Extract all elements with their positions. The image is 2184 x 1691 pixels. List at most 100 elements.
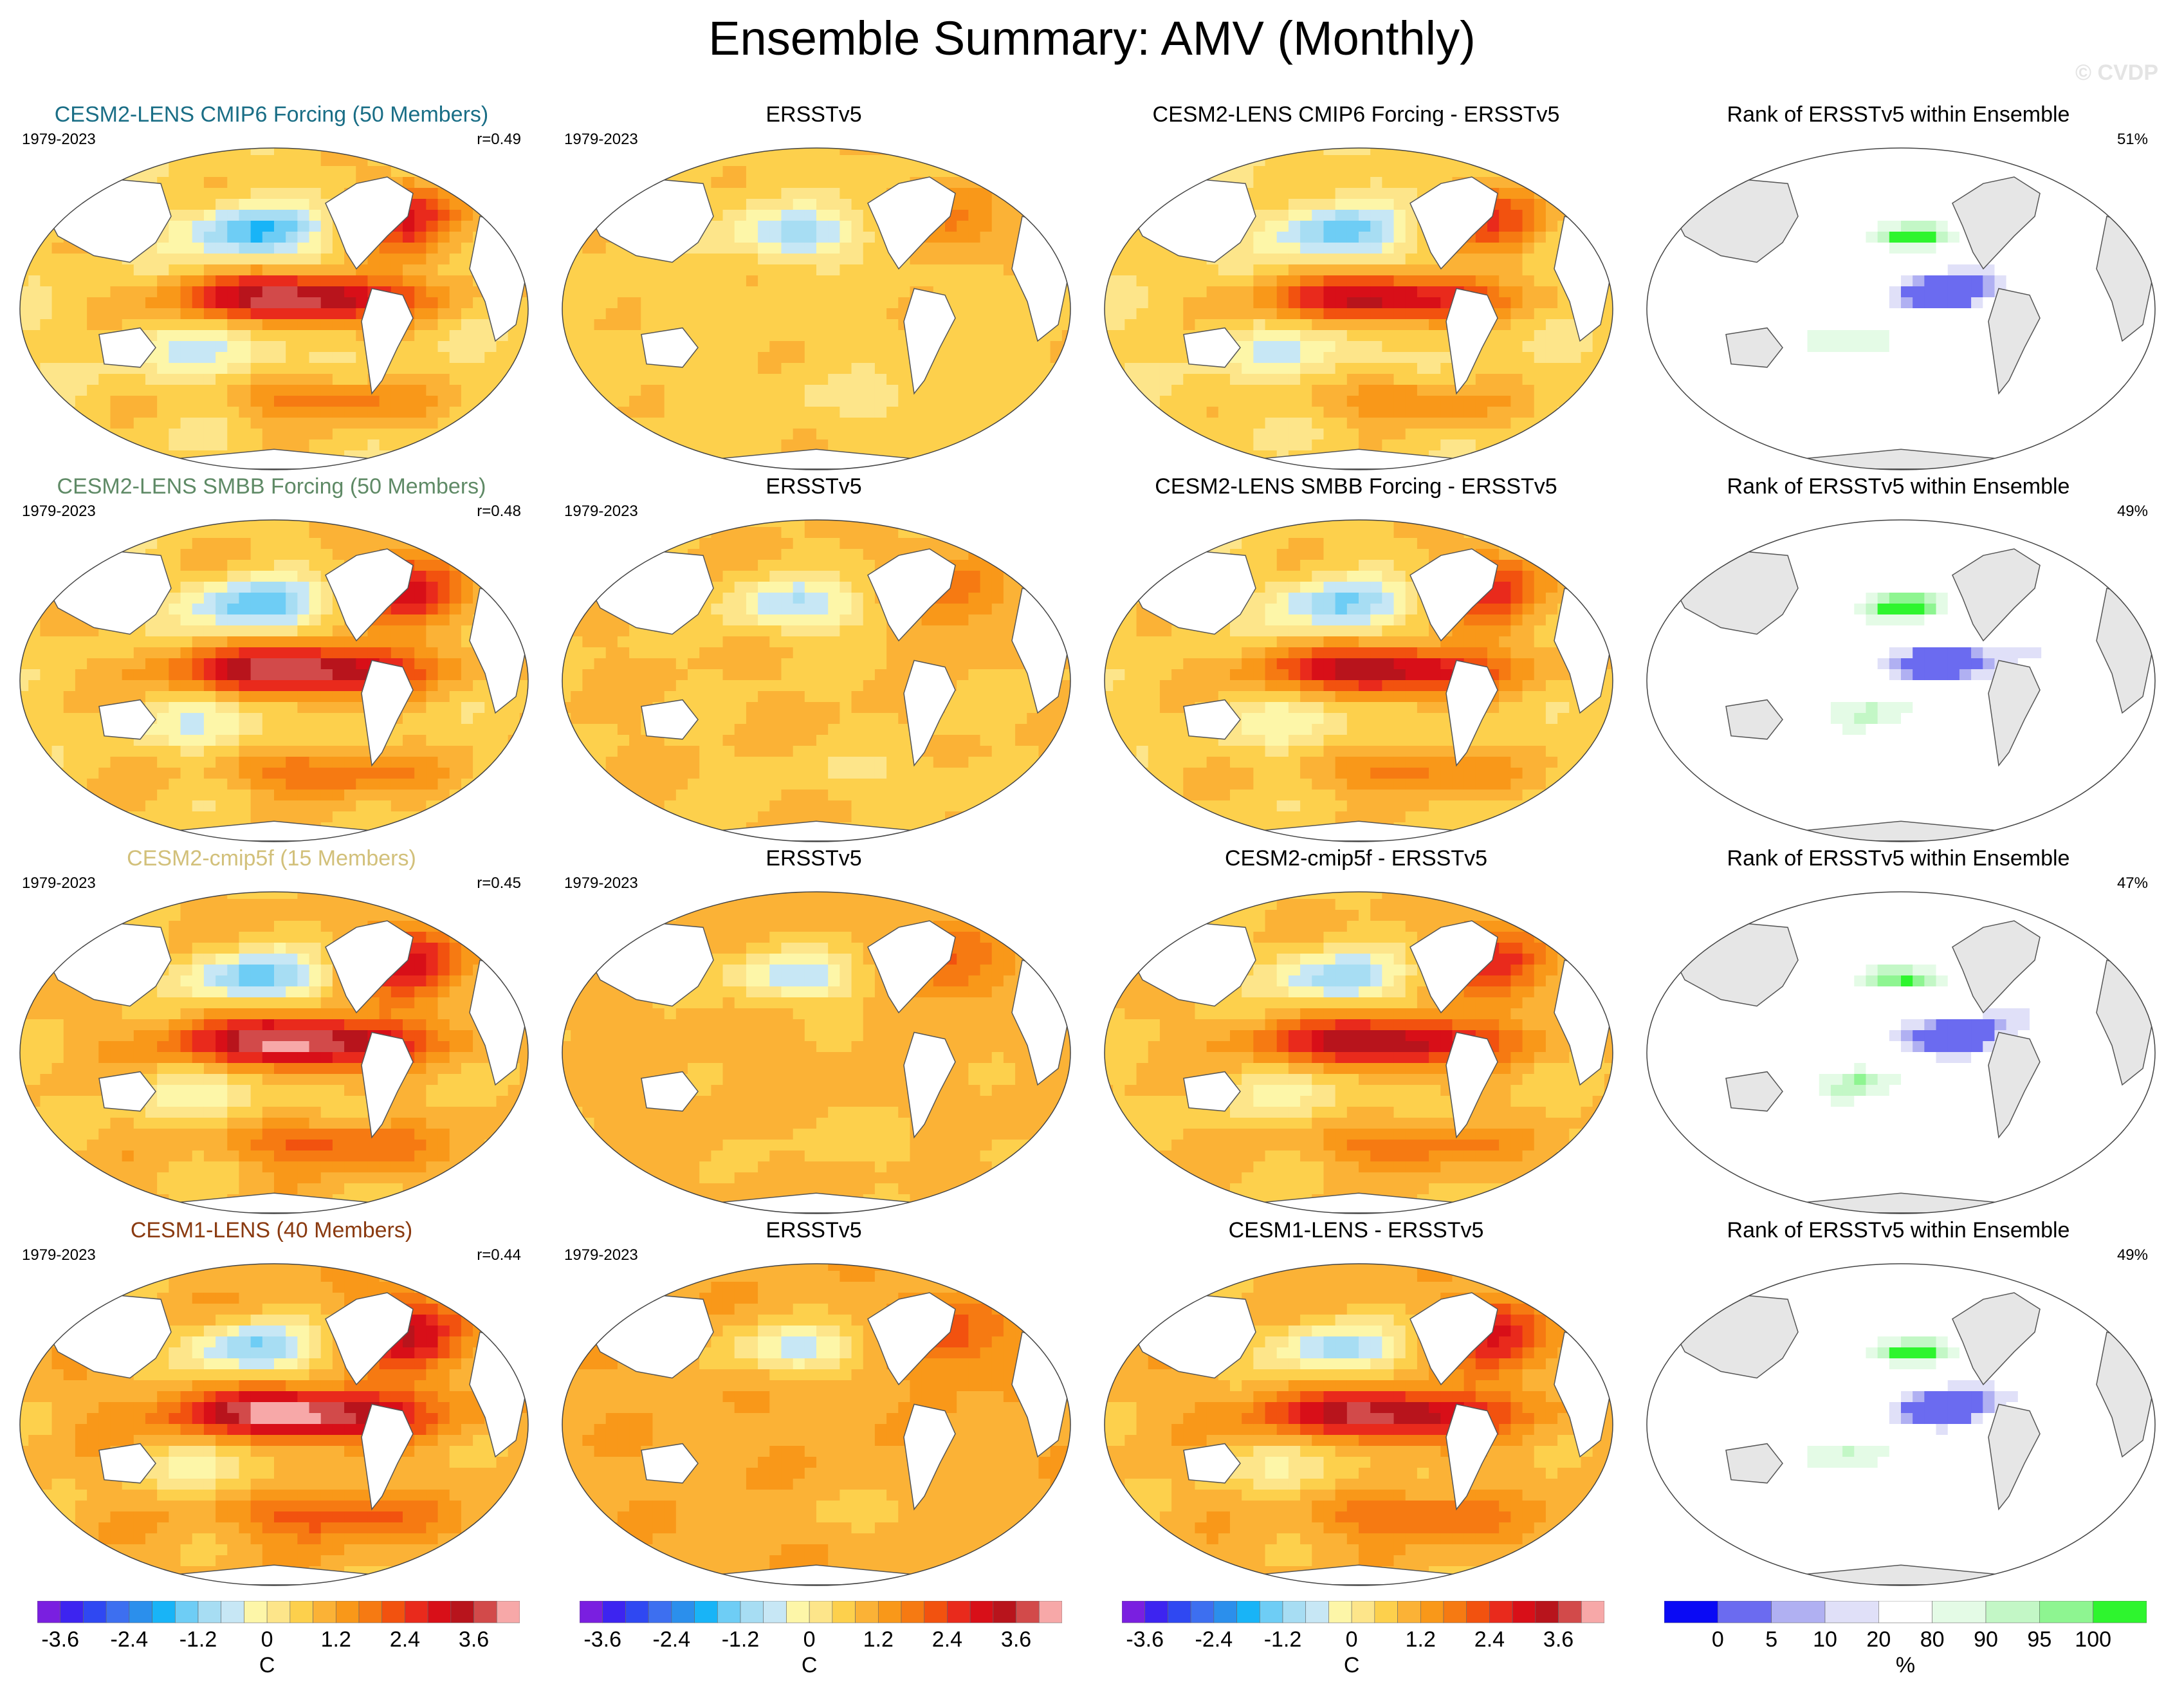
map-cell — [438, 254, 450, 265]
map-cell — [723, 308, 735, 320]
map-cell — [1523, 144, 1535, 156]
map-cell — [1015, 341, 1027, 353]
map-cell — [1004, 429, 1016, 440]
map-cell — [1581, 177, 1593, 189]
map-cell — [1015, 374, 1027, 385]
map-cell — [1831, 210, 1843, 221]
map-cell — [816, 319, 829, 331]
map-cell — [1230, 363, 1242, 374]
map-cell — [1523, 297, 1535, 309]
map-cell — [1948, 385, 1960, 396]
map-cell — [169, 188, 181, 199]
map-cell — [1948, 254, 1960, 265]
map-cell — [157, 396, 169, 407]
map-cell — [1148, 188, 1161, 199]
map-cell — [414, 319, 427, 331]
map-cell — [758, 407, 770, 418]
map-cell — [1265, 374, 1278, 385]
map-cell — [852, 210, 864, 221]
map-cell — [711, 407, 723, 418]
map-cell — [1487, 461, 1500, 472]
map-cell — [356, 461, 368, 472]
map-cell — [2077, 155, 2089, 167]
map-cell — [87, 144, 99, 156]
map-cell — [1171, 319, 1184, 331]
map-cell — [735, 319, 747, 331]
map-cell — [1382, 330, 1394, 342]
map-cell — [1889, 210, 1902, 221]
map-cell — [1854, 199, 1866, 210]
map-cell — [1784, 319, 1796, 331]
map-cell — [1323, 439, 1335, 451]
map-cell — [309, 363, 322, 374]
map-cell — [1183, 297, 1195, 309]
map-cell — [426, 429, 438, 440]
map-cell — [2077, 352, 2089, 364]
map-cell — [520, 374, 531, 385]
map-cell — [356, 385, 368, 396]
map-cell — [461, 363, 473, 374]
map-cell — [968, 407, 980, 418]
map-cell — [2065, 243, 2077, 254]
map-cell — [1866, 363, 1878, 374]
map-cell — [344, 418, 356, 429]
map-cell — [2077, 199, 2089, 210]
panel-title: ERSSTv5 — [550, 102, 1078, 127]
map-cell — [1300, 264, 1312, 276]
map-cell — [1289, 385, 1301, 396]
map-cell — [110, 396, 122, 407]
map-cell — [1924, 385, 1936, 396]
map-cell — [723, 188, 735, 199]
map-cell — [840, 199, 852, 210]
map-cell — [391, 243, 403, 254]
map-cell — [665, 264, 677, 276]
map-cell — [1370, 429, 1382, 440]
map-cell — [1113, 155, 1125, 167]
map-cell — [239, 319, 251, 331]
map-cell — [1667, 264, 1679, 276]
map-cell — [1417, 429, 1429, 440]
map-cell — [968, 461, 980, 472]
map-cell — [1655, 188, 1667, 199]
map-cell — [1831, 319, 1843, 331]
map-cell — [426, 297, 438, 309]
map-cell — [1679, 264, 1691, 276]
map-cell — [2123, 155, 2135, 167]
map-cell — [1936, 374, 1949, 385]
map-cell — [2123, 221, 2135, 232]
map-cell — [933, 396, 946, 407]
map-cell — [75, 418, 87, 429]
map-cell — [1831, 155, 1843, 167]
map-cell — [875, 396, 887, 407]
map-cell — [852, 254, 864, 265]
map-cell — [1051, 450, 1063, 462]
map-cell — [2053, 308, 2065, 320]
map-cell — [1195, 385, 1207, 396]
map-cell — [1476, 243, 1488, 254]
map-cell — [333, 341, 345, 353]
map-cell — [1218, 385, 1231, 396]
map-cell — [181, 166, 193, 178]
map-cell — [1027, 210, 1039, 221]
map-cell — [1218, 407, 1231, 418]
map-cell — [1312, 210, 1324, 221]
map-cell — [641, 407, 653, 418]
map-cell — [1842, 232, 1855, 243]
map-cell — [40, 297, 52, 309]
map-cell — [1679, 144, 1691, 156]
map-cell — [1831, 221, 1843, 232]
map-cell — [1265, 188, 1278, 199]
map-cell — [484, 439, 497, 451]
map-cell — [216, 155, 228, 167]
map-cell — [450, 243, 462, 254]
map-cell — [473, 429, 485, 440]
map-cell — [192, 166, 205, 178]
map-cell — [1994, 144, 2006, 156]
map-cell — [1051, 429, 1063, 440]
map-cell — [1691, 155, 1703, 167]
map-cell — [571, 232, 583, 243]
map-cell — [1523, 363, 1535, 374]
map-cell — [520, 232, 531, 243]
map-cell — [805, 396, 817, 407]
